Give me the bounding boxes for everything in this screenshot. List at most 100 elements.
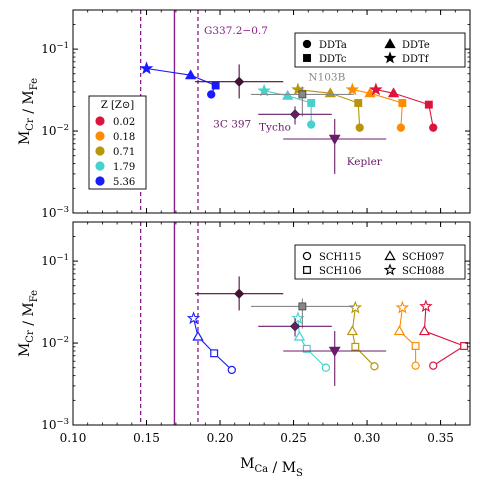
x-tick-label: 0.25 bbox=[280, 431, 307, 445]
series-line-3 bbox=[398, 307, 417, 366]
observation-marker bbox=[298, 90, 307, 99]
y-tick-label: 10−3 bbox=[41, 205, 69, 220]
model-legend: DDTa DDTe DDTc DDTf bbox=[294, 32, 466, 68]
metallicity-legend-title: Z [Z⊙] bbox=[101, 100, 134, 111]
model-point-circle bbox=[370, 362, 379, 371]
legend-label: DDTe bbox=[402, 40, 430, 51]
legend-marker-circle bbox=[302, 251, 312, 261]
y-tick-label: 10−2 bbox=[41, 335, 69, 350]
observation-marker bbox=[298, 302, 307, 311]
metallicity-swatch bbox=[95, 146, 105, 156]
series-line-2 bbox=[351, 307, 375, 367]
model-point-square bbox=[210, 349, 219, 358]
x-axis-label: MCa / MS bbox=[240, 456, 303, 479]
x-tick-label: 0.15 bbox=[133, 431, 160, 445]
legend-label: SCH115 bbox=[319, 252, 361, 263]
metallicity-swatch bbox=[95, 131, 105, 141]
x-tick-label: 0.10 bbox=[60, 431, 87, 445]
model-point-circle bbox=[207, 90, 216, 99]
series-line-3 bbox=[352, 89, 403, 128]
series-line-0 bbox=[193, 318, 233, 371]
model-point-triangle bbox=[393, 325, 406, 336]
metallicity-legend: Z [Z⊙] 0.02 0.18 0.71 1.79 5.36 bbox=[88, 95, 147, 190]
observation-marker bbox=[234, 288, 245, 299]
model-point-triangle bbox=[418, 325, 431, 336]
observation-marker bbox=[289, 321, 301, 332]
model-point-square bbox=[307, 99, 316, 107]
legend-marker-square bbox=[303, 54, 311, 62]
model-point-star bbox=[369, 82, 383, 96]
metallicity-label: 1.79 bbox=[113, 162, 135, 173]
model-legend-box bbox=[294, 32, 466, 68]
legend-marker-circle bbox=[302, 39, 312, 49]
axis-labels: MCa / MS bbox=[240, 456, 303, 479]
observation-marker bbox=[234, 76, 245, 87]
observation-marker bbox=[328, 346, 341, 358]
model-legend-box bbox=[294, 244, 466, 280]
metallicity-swatch bbox=[95, 116, 105, 126]
legend-marker-square bbox=[303, 266, 311, 274]
model-legend: SCH115 SCH097 SCH106 SCH088 bbox=[294, 244, 466, 280]
legend-label: DDTa bbox=[319, 40, 347, 51]
model-point-circle bbox=[227, 365, 236, 375]
model-point-circle bbox=[411, 361, 420, 370]
model-point-square bbox=[398, 99, 407, 107]
axes-frame bbox=[72, 9, 471, 214]
legend-marker-triangle bbox=[384, 250, 396, 261]
legend-label: DDTf bbox=[402, 54, 430, 65]
plot-area bbox=[139, 222, 469, 425]
model-point-circle bbox=[307, 120, 316, 129]
model-point-triangle bbox=[192, 330, 204, 341]
model-point-square bbox=[354, 99, 363, 107]
metallicity-legend-box bbox=[88, 95, 147, 190]
y-tick-label: 10−1 bbox=[41, 41, 69, 56]
top-panel: G337.2−0.7 3C 397 N103B Tycho Kepler 10−1 10−2… bbox=[17, 9, 471, 220]
observation-label: N103B bbox=[308, 71, 345, 83]
x-tick-label: 0.30 bbox=[354, 431, 381, 445]
model-point-triangle bbox=[387, 87, 400, 98]
legend-label: SCH088 bbox=[402, 266, 444, 277]
metallicity-label: 0.71 bbox=[113, 147, 135, 158]
model-point-star bbox=[419, 299, 433, 313]
legend-label: SCH097 bbox=[402, 252, 444, 263]
x-tick-label: 0.20 bbox=[207, 431, 234, 445]
bottom-panel: 0.10 0.15 0.20 0.25 0.30 0.35 10−1 10−2 10−3 MCr … bbox=[17, 221, 471, 445]
series-line-4 bbox=[375, 89, 434, 128]
model-point-star bbox=[345, 82, 360, 96]
y-tick-label: 10−2 bbox=[41, 123, 69, 138]
model-point-square bbox=[211, 81, 220, 90]
observation-label: Kepler bbox=[347, 156, 383, 168]
observation-label: 3C 397 bbox=[213, 119, 251, 131]
model-point-square bbox=[302, 344, 311, 353]
y-tick-label: 10−3 bbox=[41, 417, 69, 432]
legend-marker-star bbox=[383, 51, 397, 64]
observation-label: Tycho bbox=[259, 121, 291, 133]
y-axis-label: MCr / MFe bbox=[17, 78, 40, 145]
metallicity-swatch bbox=[95, 176, 105, 186]
legend-marker-triangle bbox=[384, 38, 396, 49]
legend-label: DDTc bbox=[319, 54, 347, 65]
model-point-circle bbox=[429, 361, 438, 370]
model-point-star bbox=[257, 83, 271, 97]
series-line-0 bbox=[146, 67, 217, 95]
observation-marker bbox=[289, 109, 301, 120]
series-line-2 bbox=[297, 89, 361, 128]
model-point-triangle bbox=[346, 325, 359, 336]
model-point-circle bbox=[321, 363, 331, 372]
model-point-triangle bbox=[282, 89, 294, 100]
y-axis-label: MCr / MFe bbox=[17, 290, 40, 357]
x-tick-label: 0.35 bbox=[427, 431, 454, 445]
model-point-star bbox=[186, 311, 201, 325]
model-point-triangle bbox=[184, 69, 197, 80]
vline-label: G337.2−0.7 bbox=[204, 25, 268, 37]
y-tick-label: 10−1 bbox=[41, 253, 69, 268]
legend-label: SCH106 bbox=[319, 266, 361, 277]
axes-frame bbox=[72, 221, 471, 426]
model-point-square bbox=[424, 100, 433, 109]
legend-marker-star bbox=[383, 263, 397, 276]
model-point-circle bbox=[396, 123, 406, 132]
model-point-circle bbox=[429, 123, 438, 132]
model-point-square bbox=[411, 342, 420, 350]
model-point-star bbox=[395, 300, 410, 314]
